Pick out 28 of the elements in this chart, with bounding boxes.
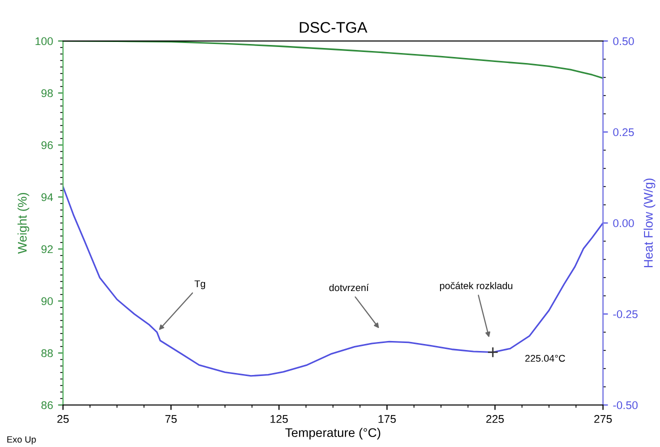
y-tick-label: 92 [41,245,53,254]
y-tick-label: 88 [41,349,53,358]
x-tick-label: 75 [165,415,177,423]
x-axis-title: Temperature (°C) [285,428,380,440]
x-tick-label: 125 [270,415,288,423]
y2-tick-label: -0.50 [613,401,638,410]
y-tick-label: 94 [41,193,53,202]
x-tick-label: 25 [57,415,69,423]
y-axis-title: Weight (%) [18,192,30,254]
annotation: 225.04°C [525,354,566,362]
annotation: počátek rozkladu [440,282,512,292]
y-tick-label: 96 [41,141,53,150]
annotation: Tg [194,280,206,290]
y2-tick-label: 0.00 [613,219,634,228]
x-tick-label: 225 [486,415,504,423]
text: Exo Up [7,436,36,444]
y2-tick-label: 0.25 [613,128,634,136]
y2-axis-title: Heat Flow (W/g) [644,178,656,268]
x-tick-label: 175 [378,415,396,423]
annotation: dotvrzení [329,284,369,292]
y2-tick-label: -0.25 [613,310,638,318]
y-tick-label: 98 [41,89,53,98]
y-tick-label: 100 [36,37,53,46]
y-tick-label: 90 [41,297,53,306]
y-tick-label: 86 [41,401,53,410]
x-tick-label: 275 [594,415,612,423]
chart-title: DSC-TGA [300,22,368,33]
y2-tick-label: 0.50 [613,37,634,46]
